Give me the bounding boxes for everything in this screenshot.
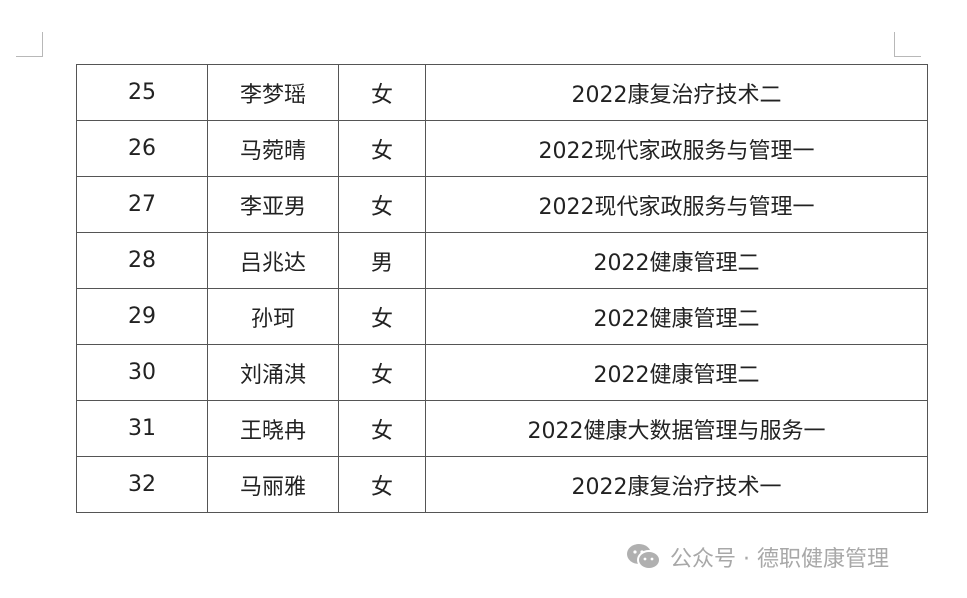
class-name-cell: 2022现代家政服务与管理一 xyxy=(425,120,928,177)
gender-cell: 女 xyxy=(338,176,426,233)
table-row: 28 吕兆达男 2022健康管理二 xyxy=(76,232,928,289)
student-table: 25 李梦瑶女 2022康复治疗技术二 26 马菀晴女 2022现代家政服务与管理一 27 李… xyxy=(76,64,928,513)
class-name-cell: 2022康复治疗技术一 xyxy=(425,456,928,513)
row-number-cell: 28 xyxy=(76,232,208,289)
row-number-cell: 31 xyxy=(76,400,208,457)
row-number-cell: 32 xyxy=(76,456,208,513)
gender-cell: 女 xyxy=(338,456,426,513)
table-row: 32 马丽雅女 2022康复治疗技术一 xyxy=(76,456,928,513)
row-number-cell: 27 xyxy=(76,176,208,233)
student-name-cell: 李梦瑶 xyxy=(207,64,339,121)
row-number-cell: 29 xyxy=(76,288,208,345)
row-number-cell: 30 xyxy=(76,344,208,401)
row-number-cell: 25 xyxy=(76,64,208,121)
table-row: 25 李梦瑶女 2022康复治疗技术二 xyxy=(76,64,928,121)
class-name-cell: 2022健康管理二 xyxy=(425,344,928,401)
table-row: 27 李亚男女 2022现代家政服务与管理一 xyxy=(76,176,928,233)
class-name-cell: 2022现代家政服务与管理一 xyxy=(425,176,928,233)
gender-cell: 女 xyxy=(338,344,426,401)
class-name-cell: 2022康复治疗技术二 xyxy=(425,64,928,121)
class-name-cell: 2022健康大数据管理与服务一 xyxy=(425,400,928,457)
watermark: 公众号 · 德职健康管理 xyxy=(626,541,889,573)
student-name-cell: 马菀晴 xyxy=(207,120,339,177)
student-name-cell: 李亚男 xyxy=(207,176,339,233)
class-name-cell: 2022健康管理二 xyxy=(425,288,928,345)
watermark-text: 公众号 · 德职健康管理 xyxy=(670,547,889,572)
table-row: 30 刘涌淇女 2022健康管理二 xyxy=(76,344,928,401)
gender-cell: 女 xyxy=(338,288,426,345)
gender-cell: 女 xyxy=(338,64,426,121)
crop-mark-top-right xyxy=(894,32,921,57)
student-name-cell: 孙珂 xyxy=(207,288,339,345)
table-row: 29 孙珂女 2022健康管理二 xyxy=(76,288,928,345)
wechat-icon xyxy=(627,544,661,570)
row-number-cell: 26 xyxy=(76,120,208,177)
class-name-cell: 2022健康管理二 xyxy=(425,232,928,289)
gender-cell: 女 xyxy=(338,400,426,457)
gender-cell: 男 xyxy=(338,232,426,289)
student-name-cell: 王晓冉 xyxy=(207,400,339,457)
student-name-cell: 吕兆达 xyxy=(207,232,339,289)
table-row: 26 马菀晴女 2022现代家政服务与管理一 xyxy=(76,120,928,177)
gender-cell: 女 xyxy=(338,120,426,177)
student-name-cell: 刘涌淇 xyxy=(207,344,339,401)
student-name-cell: 马丽雅 xyxy=(207,456,339,513)
crop-mark-top-left xyxy=(16,32,43,57)
table-row: 31 王晓冉女 2022健康大数据管理与服务一 xyxy=(76,400,928,457)
